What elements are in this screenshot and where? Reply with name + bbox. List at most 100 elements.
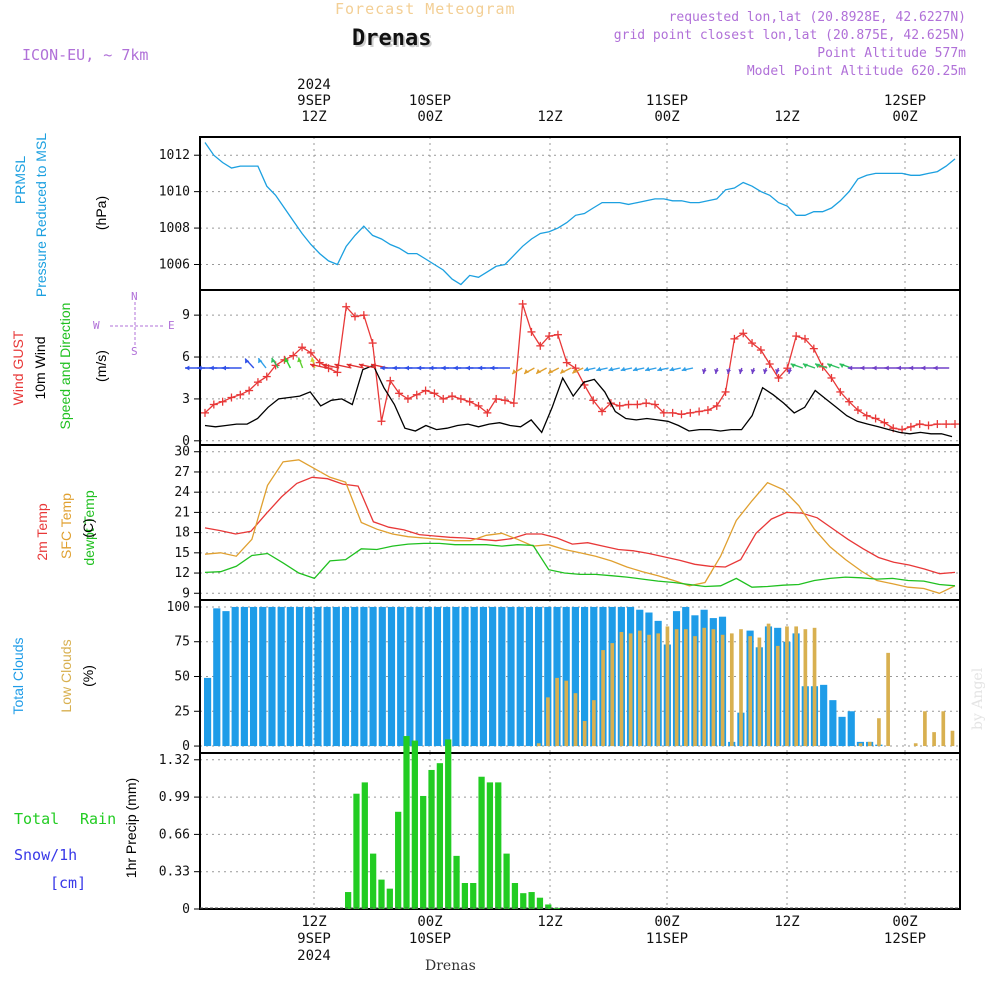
wind-arrow-head — [185, 365, 190, 371]
precip-bar — [511, 883, 519, 909]
wind-arrow-head — [548, 368, 554, 374]
wind-arrow-head — [847, 365, 853, 371]
low-cloud-bar — [785, 626, 789, 747]
precip-bar — [395, 811, 402, 909]
compass-letter: W — [93, 319, 100, 332]
pressure-line — [204, 142, 956, 286]
low-cloud-bar — [702, 627, 707, 747]
total-cloud-bar — [332, 606, 340, 747]
wind-arrow-head — [512, 369, 517, 374]
low-cloud-bar — [610, 643, 615, 747]
total-cloud-bar — [268, 606, 276, 747]
low-cloud-bar — [886, 652, 890, 747]
y-tick-label: 3 — [182, 392, 190, 407]
wind-arrow-head — [645, 366, 651, 372]
total-cloud-bar — [590, 606, 598, 747]
total-cloud-bar — [351, 606, 359, 747]
total-cloud-bar — [295, 606, 304, 747]
wind-arrow-head — [896, 365, 901, 371]
bottom-time-label: 11SEP — [645, 931, 689, 947]
wind-arrow-head — [608, 366, 614, 372]
precip-bar — [478, 776, 485, 909]
top-time-label: 12Z — [537, 109, 563, 125]
precip-bar — [486, 782, 494, 909]
wind-arrow-head — [310, 363, 316, 369]
wind-arrow-head — [884, 365, 889, 371]
y-tick-label: 30 — [174, 445, 190, 460]
bottom-time-label: 10SEP — [408, 931, 452, 947]
wind-arrow-head — [701, 369, 707, 374]
total-cloud-bar — [360, 606, 368, 747]
wind-arrow-head — [297, 357, 302, 363]
wind-arrow-head — [775, 369, 780, 374]
total-cloud-bar — [829, 700, 837, 747]
wind-arrow-head — [197, 365, 202, 371]
total-cloud-bar — [314, 606, 322, 747]
total-cloud-bar — [562, 606, 570, 747]
wind10-line — [204, 364, 953, 438]
wind-arrow-head — [524, 368, 530, 374]
model-name: ICON-EU, ~ 7km — [22, 46, 149, 64]
total-cloud-bar — [498, 606, 506, 747]
wind-arrow-head — [310, 357, 316, 363]
top-time-label: 9SEP — [297, 93, 331, 109]
total-cloud-bar — [369, 606, 377, 747]
total-cloud-bar — [240, 606, 248, 747]
total-cloud-bar — [406, 606, 414, 747]
low-cloud-bar — [757, 637, 762, 747]
y-tick-label: 100 — [167, 600, 190, 615]
total-cloud-bar — [259, 606, 267, 747]
low-cloud-bar — [867, 741, 872, 747]
panel-frame — [199, 752, 961, 910]
total-cloud-bar — [341, 606, 350, 747]
compass-letter: N — [131, 290, 138, 303]
bottom-time-label: 00Z — [417, 914, 443, 930]
wind-arrow-head — [404, 365, 409, 371]
sfc-temp-line — [204, 459, 956, 594]
precip-total-label: Total — [14, 810, 60, 828]
wind-arrow-head — [209, 365, 214, 371]
compass-letter: S — [131, 345, 138, 358]
wind-arrow-head — [908, 365, 914, 371]
total-cloud-bar — [249, 606, 258, 747]
precip-bar — [461, 883, 469, 909]
wind-arrow-head — [271, 357, 276, 363]
snow-unit-label: [cm] — [50, 874, 87, 892]
total-cloud-bar — [323, 606, 331, 747]
wind-arrow-head — [380, 365, 385, 371]
top-time-label: 12Z — [301, 109, 327, 125]
bottom-time-label: 2024 — [297, 948, 331, 964]
low-cloud-bar — [693, 636, 697, 747]
total-cloud-bar — [847, 711, 855, 747]
panel-frame — [199, 136, 961, 291]
y-tick-label: 9 — [182, 586, 190, 601]
precip-bar — [536, 897, 544, 909]
precip-bar — [503, 853, 510, 909]
wind-arrow-head — [490, 365, 495, 371]
total-cloud-bar — [286, 606, 294, 747]
low-cloud-bar — [803, 629, 808, 747]
low-cloud-bar — [656, 633, 661, 747]
dewpt-line — [204, 542, 956, 588]
wind-arrow-head — [322, 363, 328, 369]
precip-bar — [520, 893, 527, 909]
wind-arrow-head — [681, 366, 687, 372]
total-cloud-bar — [443, 606, 451, 747]
precip-bar — [420, 795, 427, 909]
bottom-time-label: 9SEP — [297, 931, 331, 947]
precip-bar — [495, 782, 502, 909]
y-tick-label: 0.66 — [159, 827, 190, 842]
total-cloud-bar — [461, 606, 469, 747]
top-time-label: 00Z — [417, 109, 443, 125]
y-tick-label: 24 — [174, 485, 190, 500]
wind-arrow-head — [827, 363, 833, 369]
low-cloud-bar — [932, 732, 936, 747]
wind-arrow-head — [762, 369, 768, 374]
precip-bar — [528, 892, 535, 909]
total-cloud-bar — [387, 606, 396, 747]
wind-arrow-head — [790, 363, 796, 369]
low-cloud-bar — [647, 634, 651, 747]
top-time-label: 12Z — [774, 109, 800, 125]
wind-arrow-head — [596, 366, 602, 372]
y-tick-label: 27 — [174, 465, 190, 480]
